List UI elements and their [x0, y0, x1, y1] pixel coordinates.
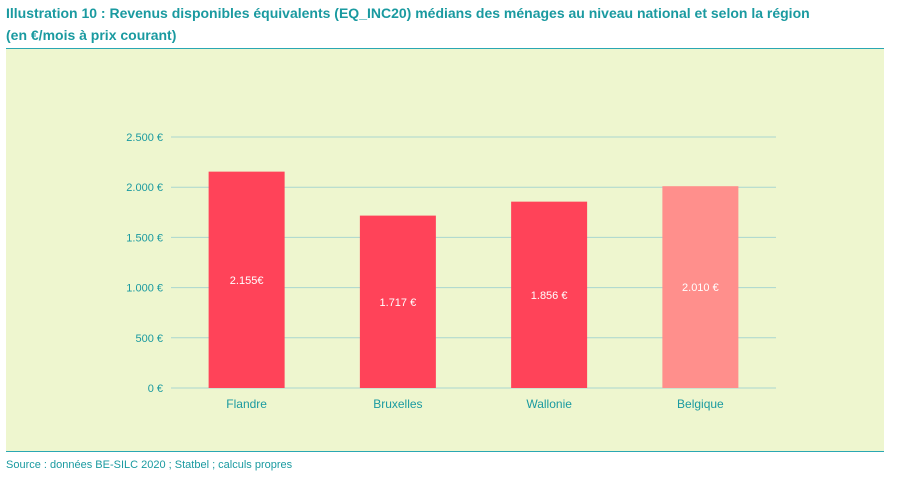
chart-title-line2: (en €/mois à prix courant)	[6, 27, 177, 43]
bar	[511, 201, 588, 388]
x-category-label: Bruxelles	[373, 397, 422, 411]
bar-value-label: 2.155€	[230, 275, 264, 287]
chart-title: Illustration 10 : Revenus disponibles éq…	[6, 2, 886, 46]
x-category-label: Belgique	[677, 397, 724, 411]
source-note: Source : données BE-SILC 2020 ; Statbel …	[6, 459, 293, 471]
y-tick-label: 0 €	[148, 383, 163, 395]
chart-title-line1: Illustration 10 : Revenus disponibles éq…	[6, 5, 810, 21]
bar-value-label: 1.856 €	[531, 290, 568, 302]
bar	[359, 215, 436, 388]
x-category-label: Flandre	[226, 397, 267, 411]
bar-value-label: 1.717 €	[380, 297, 417, 309]
y-tick-label: 2.500 €	[126, 132, 163, 144]
x-category-label: Wallonie	[526, 397, 572, 411]
y-tick-label: 2.000 €	[126, 182, 163, 194]
bar	[208, 171, 285, 388]
y-tick-label: 1.500 €	[126, 232, 163, 244]
bar-value-label: 2.010 €	[682, 282, 719, 294]
top-divider	[6, 48, 884, 49]
bar	[662, 186, 739, 388]
bottom-divider	[6, 451, 884, 452]
y-tick-label: 500 €	[135, 333, 163, 345]
y-tick-label: 1.000 €	[126, 283, 163, 295]
